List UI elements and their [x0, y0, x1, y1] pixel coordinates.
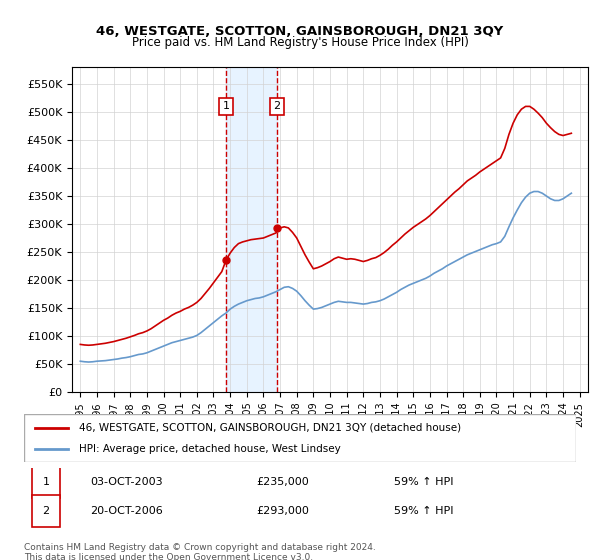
Text: 2: 2	[273, 101, 280, 111]
Text: £293,000: £293,000	[256, 506, 309, 516]
Text: 1: 1	[43, 477, 50, 487]
Text: 59% ↑ HPI: 59% ↑ HPI	[394, 506, 454, 516]
Text: Contains HM Land Registry data © Crown copyright and database right 2024.: Contains HM Land Registry data © Crown c…	[24, 543, 376, 552]
Text: 20-OCT-2006: 20-OCT-2006	[90, 506, 163, 516]
FancyBboxPatch shape	[32, 495, 60, 528]
Text: 46, WESTGATE, SCOTTON, GAINSBOROUGH, DN21 3QY: 46, WESTGATE, SCOTTON, GAINSBOROUGH, DN2…	[97, 25, 503, 38]
Text: £235,000: £235,000	[256, 477, 308, 487]
Text: 2: 2	[43, 506, 50, 516]
Text: 1: 1	[223, 101, 229, 111]
Text: HPI: Average price, detached house, West Lindsey: HPI: Average price, detached house, West…	[79, 444, 341, 454]
Text: 03-OCT-2003: 03-OCT-2003	[90, 477, 163, 487]
Text: 59% ↑ HPI: 59% ↑ HPI	[394, 477, 454, 487]
Bar	[226, 67, 277, 392]
Text: Price paid vs. HM Land Registry's House Price Index (HPI): Price paid vs. HM Land Registry's House …	[131, 36, 469, 49]
FancyBboxPatch shape	[32, 466, 60, 498]
Text: This data is licensed under the Open Government Licence v3.0.: This data is licensed under the Open Gov…	[24, 553, 313, 560]
FancyBboxPatch shape	[24, 414, 576, 462]
Text: 46, WESTGATE, SCOTTON, GAINSBOROUGH, DN21 3QY (detached house): 46, WESTGATE, SCOTTON, GAINSBOROUGH, DN2…	[79, 423, 461, 433]
